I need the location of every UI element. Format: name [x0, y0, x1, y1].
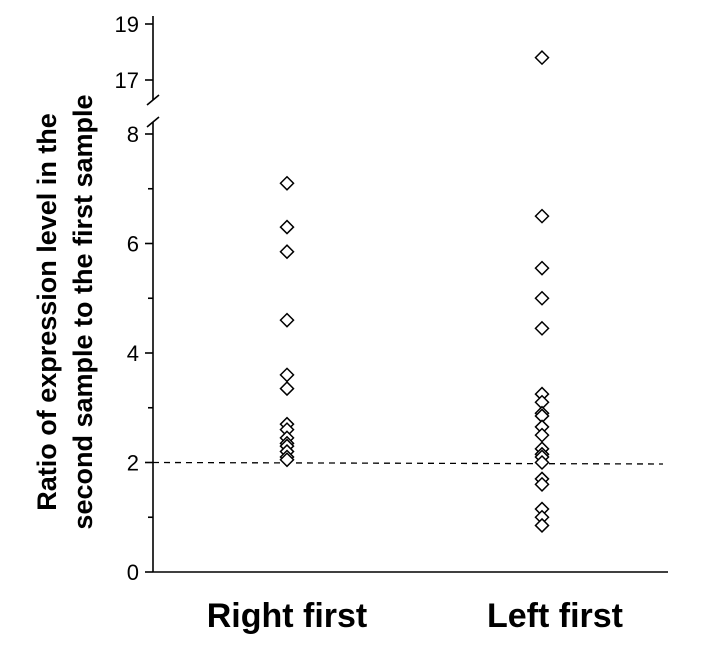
- data-point-left-first: [534, 260, 550, 276]
- y-tick-label-19: 19: [115, 12, 139, 37]
- threshold-line: [152, 461, 664, 465]
- category-label-left-first: Left first: [487, 597, 623, 635]
- category-labels: Right first Left first: [207, 597, 623, 635]
- data-point-right-first: [279, 244, 295, 260]
- data-point-left-first: [534, 517, 550, 534]
- data-point-left-first: [534, 290, 550, 306]
- data-point-right-first: [279, 312, 295, 328]
- y-tick-label-17: 17: [115, 68, 139, 93]
- y-axis-title-line-1: Ratio of expression level in the: [32, 113, 62, 511]
- data-point-left-first: [534, 320, 550, 336]
- data-point-left-first: [534, 454, 550, 471]
- data-point-left-first: [534, 427, 550, 443]
- axes: 0 2 4 6 8 17 19: [115, 12, 668, 585]
- data-point-right-first: [279, 219, 295, 235]
- y-tick-label-6: 6: [127, 232, 139, 257]
- data-point-right-first: [279, 367, 295, 383]
- category-label-right-first: Right first: [207, 597, 368, 635]
- data-points: [279, 50, 550, 534]
- data-point-left-first: [534, 50, 550, 66]
- y-tick-label-0: 0: [127, 560, 139, 585]
- data-point-left-first: [534, 476, 550, 492]
- y-tick-label-4: 4: [127, 341, 139, 366]
- axis-break-mark: [146, 116, 160, 128]
- y-tick-label-8: 8: [127, 122, 139, 147]
- y-tick-label-2: 2: [127, 451, 139, 476]
- data-point-right-first: [279, 381, 295, 397]
- y-axis-title: Ratio of expression level in the second …: [32, 94, 98, 529]
- data-point-right-first: [279, 175, 295, 191]
- threshold-line-group: [152, 461, 664, 465]
- data-point-right-first: [279, 452, 295, 468]
- data-point-left-first: [534, 208, 550, 224]
- y-axis-title-line-2: second sample to the first sample: [68, 94, 98, 529]
- axis-break-mark: [146, 94, 160, 106]
